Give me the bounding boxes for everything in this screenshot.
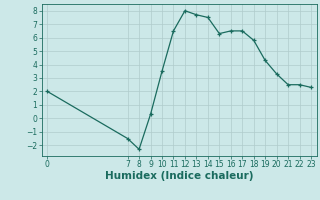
X-axis label: Humidex (Indice chaleur): Humidex (Indice chaleur) (105, 171, 253, 181)
